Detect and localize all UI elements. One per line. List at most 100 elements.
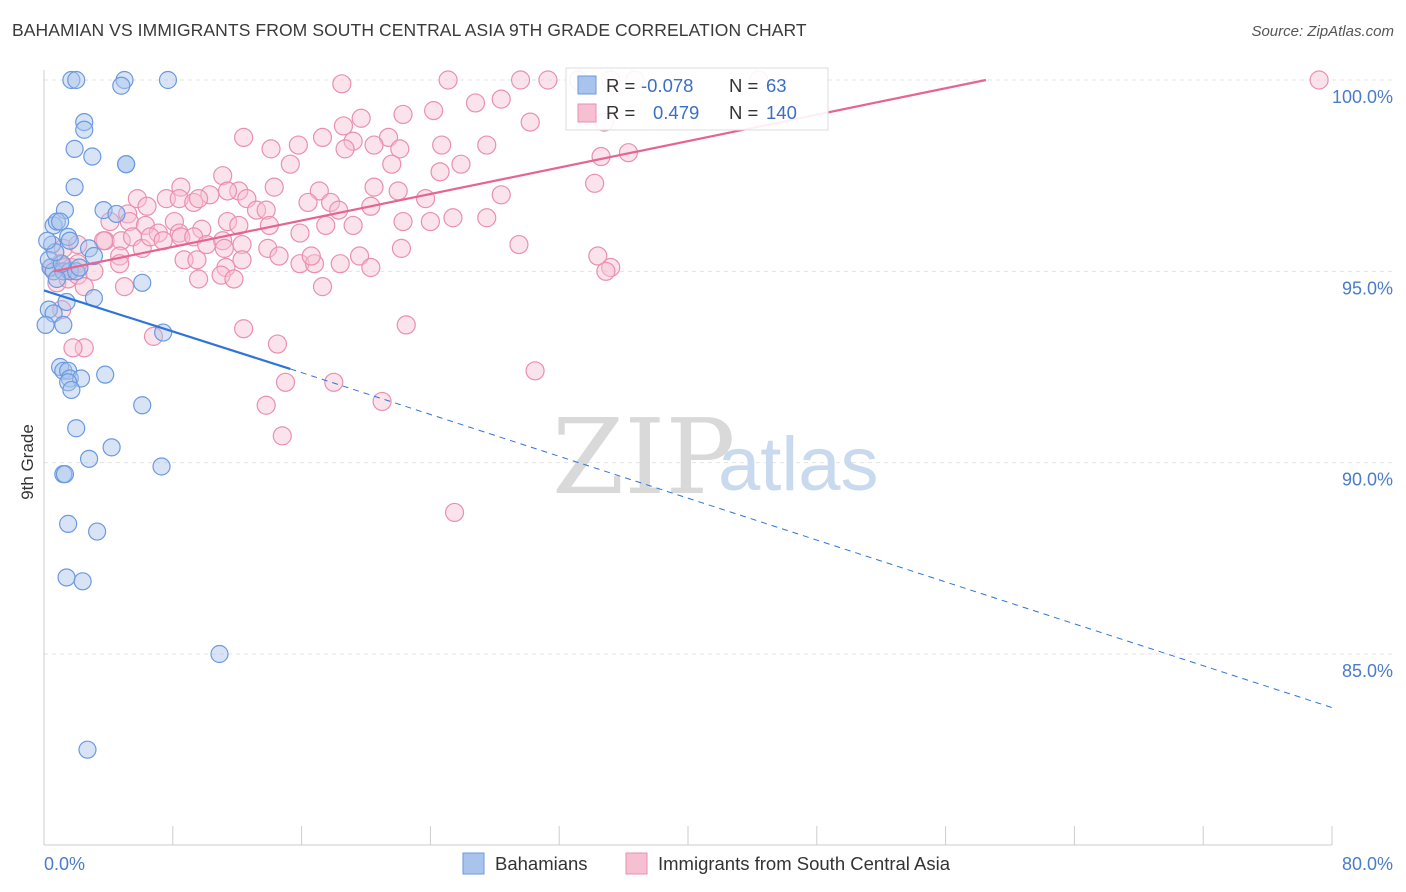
data-point — [169, 189, 189, 209]
data-point — [188, 189, 209, 209]
stats-box: R = -0.078 N = 63 R = 0.479 N = 140 — [565, 67, 829, 131]
data-point — [67, 419, 86, 438]
data-point — [333, 116, 354, 136]
stats-swatch-pink — [577, 103, 597, 123]
data-point — [232, 250, 252, 270]
data-point — [224, 269, 244, 289]
stats-r-value-1: -0.078 — [641, 75, 693, 96]
data-point — [133, 273, 152, 292]
data-point — [332, 74, 352, 94]
data-point — [256, 200, 276, 220]
data-point — [74, 338, 94, 358]
y-axis-title: 9th Grade — [18, 424, 37, 500]
watermark-zip: ZIP — [552, 396, 735, 518]
data-point — [312, 127, 333, 147]
data-point — [217, 181, 238, 201]
data-point — [309, 181, 329, 201]
data-point — [75, 120, 94, 139]
data-point — [301, 246, 321, 266]
legend: Bahamians Immigrants from South Central … — [462, 852, 951, 875]
data-point — [84, 246, 104, 266]
data-point — [393, 104, 413, 125]
data-point — [114, 277, 135, 297]
data-point — [491, 89, 511, 109]
data-point — [432, 135, 452, 155]
trend-line-bahamians-projection — [290, 368, 1333, 709]
data-point — [267, 334, 288, 354]
data-point — [288, 135, 308, 155]
y-tick-label: 100.0% — [1332, 87, 1393, 107]
data-point — [329, 200, 349, 220]
data-point — [491, 185, 511, 205]
data-point — [59, 514, 78, 533]
legend-label-bahamians: Bahamians — [495, 853, 588, 874]
data-point — [75, 112, 94, 132]
data-point — [96, 365, 115, 384]
data-point — [50, 212, 70, 231]
data-point — [364, 177, 384, 197]
data-point — [102, 438, 121, 457]
data-point — [275, 372, 296, 392]
data-point — [133, 396, 152, 415]
data-point — [443, 208, 463, 228]
data-point — [538, 70, 558, 90]
stats-n-label-2: N = — [729, 102, 758, 123]
data-point — [391, 238, 412, 258]
data-point — [137, 196, 157, 216]
data-point — [62, 380, 81, 400]
data-point — [324, 372, 344, 392]
data-point — [465, 93, 486, 113]
data-point — [477, 208, 497, 228]
data-point — [438, 70, 458, 90]
data-point — [415, 189, 436, 209]
data-point — [343, 131, 363, 151]
data-point — [214, 238, 234, 258]
data-point — [78, 740, 97, 759]
data-point — [1309, 70, 1329, 90]
data-point — [234, 319, 254, 339]
trend-line-immigrants — [53, 78, 987, 273]
data-point — [390, 139, 410, 159]
watermark-atlas: atlas — [718, 422, 879, 507]
data-point — [36, 315, 55, 335]
stats-r-label-1: R = — [606, 75, 635, 96]
data-point — [152, 457, 171, 476]
data-point — [62, 70, 81, 90]
data-point — [143, 326, 164, 346]
data-point — [420, 211, 440, 232]
x-tick-label-max: 80.0% — [1342, 854, 1393, 874]
data-point — [112, 76, 131, 95]
data-point — [67, 70, 86, 90]
data-point — [117, 155, 136, 174]
data-point — [246, 200, 267, 220]
data-point — [192, 219, 212, 239]
stats-r-label-2: R = — [606, 102, 635, 123]
data-point — [188, 269, 209, 289]
trend-line-bahamians — [43, 289, 291, 370]
data-point — [591, 146, 611, 167]
data-point — [127, 189, 147, 209]
data-point — [477, 135, 497, 155]
data-point — [525, 361, 545, 381]
data-point — [272, 426, 292, 446]
data-point — [280, 154, 300, 174]
data-point — [60, 231, 79, 250]
data-point — [187, 250, 207, 270]
data-point — [349, 246, 370, 266]
stats-box-frame — [565, 67, 829, 131]
data-point — [63, 338, 83, 358]
data-point — [316, 215, 336, 236]
data-point — [430, 162, 450, 182]
data-point — [57, 568, 76, 587]
data-point — [88, 522, 107, 541]
watermark: ZIP atlas — [552, 396, 879, 518]
data-point — [256, 395, 276, 415]
data-point — [83, 147, 102, 166]
data-point — [290, 223, 310, 243]
data-point — [343, 215, 363, 236]
data-point — [107, 204, 126, 224]
data-point — [261, 139, 281, 159]
y-tick-label: 95.0% — [1342, 278, 1393, 298]
data-point — [444, 502, 465, 523]
